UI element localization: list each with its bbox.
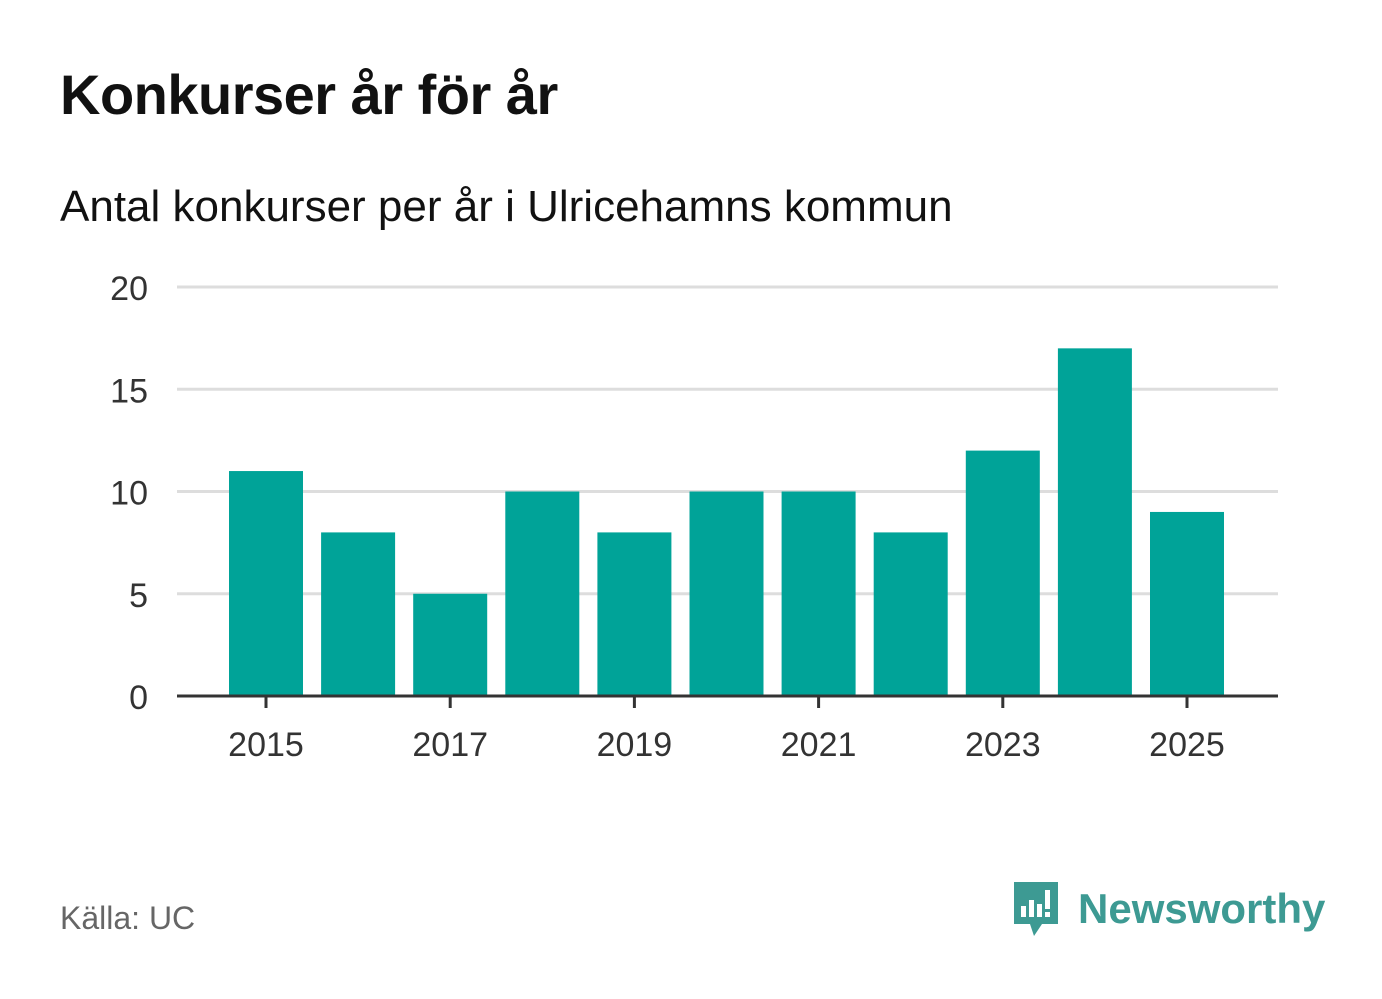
x-axis	[177, 694, 1278, 708]
y-tick-labels: 0 5 10 15 20	[110, 270, 148, 717]
bars	[229, 348, 1224, 696]
bar-chart: 0 5 10 15 20 2015 2017 2019 2021 2023 2025	[110, 270, 1278, 764]
bar-2025	[1150, 511, 1224, 696]
bar-2015	[229, 471, 303, 696]
bar-2020	[689, 491, 764, 696]
x-tick-label: 2021	[781, 726, 857, 764]
bar-2016	[321, 532, 396, 696]
brand-name: Newsworthy	[1078, 885, 1326, 932]
brand: Newsworthy	[1010, 878, 1325, 940]
bar-2022	[873, 532, 948, 696]
x-tick-label: 2015	[228, 726, 304, 764]
x-tick-labels: 2015 2017 2019 2021 2023 2025	[228, 726, 1225, 764]
chart-title: Konkurser år för år	[60, 63, 558, 126]
y-tick-label: 20	[110, 270, 148, 308]
newsworthy-logo-icon	[1014, 882, 1058, 936]
x-tick-label: 2017	[412, 726, 488, 764]
bar-2021	[781, 491, 856, 696]
x-tick-label: 2019	[597, 726, 673, 764]
bar-2017	[413, 593, 488, 696]
x-tick-label: 2023	[965, 726, 1041, 764]
bar-2023	[965, 450, 1040, 696]
y-tick-label: 5	[129, 577, 148, 615]
y-tick-label: 15	[110, 372, 148, 410]
bar-2024	[1057, 348, 1132, 696]
y-tick-label: 10	[110, 475, 148, 513]
x-tick-label: 2025	[1149, 726, 1225, 764]
bar-2019	[597, 532, 672, 696]
y-tick-label: 0	[129, 679, 148, 717]
bar-2018	[505, 491, 580, 696]
source-note: Källa: UC	[60, 900, 196, 936]
chart-subtitle: Antal konkurser per år i Ulricehamns kom…	[60, 182, 953, 231]
